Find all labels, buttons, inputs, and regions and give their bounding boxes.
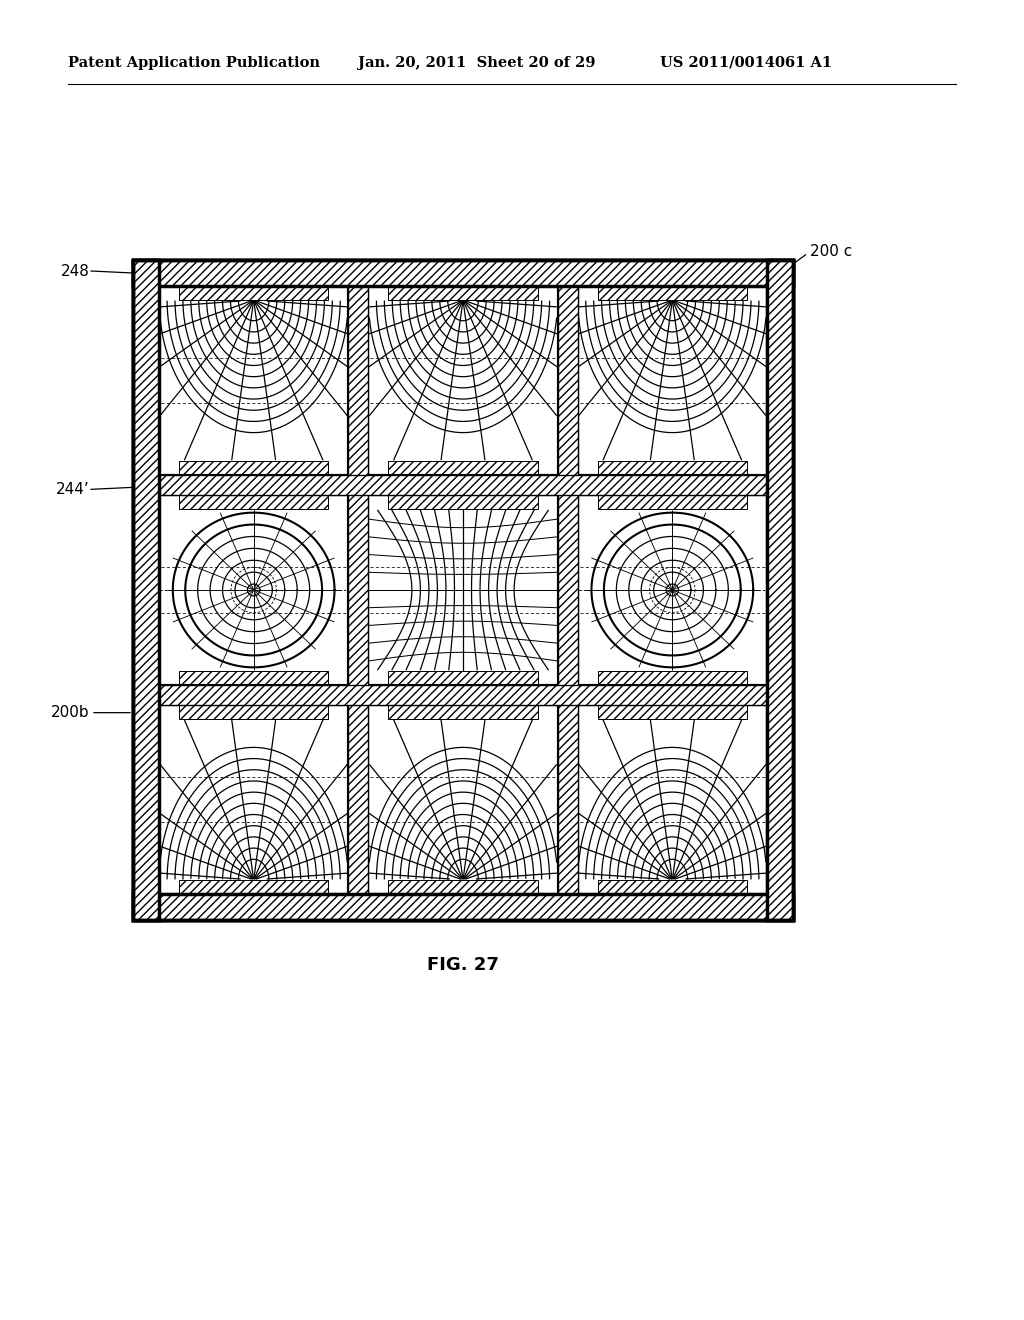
Bar bbox=[598, 461, 746, 475]
Bar bbox=[558, 286, 578, 894]
Bar bbox=[578, 495, 767, 685]
Bar bbox=[578, 705, 767, 894]
Bar bbox=[598, 705, 746, 718]
Bar bbox=[159, 705, 348, 894]
Bar bbox=[578, 495, 767, 685]
Bar bbox=[348, 286, 369, 894]
Bar bbox=[369, 705, 558, 894]
Bar bbox=[159, 495, 348, 685]
Bar bbox=[388, 705, 538, 718]
Bar bbox=[133, 260, 793, 286]
Bar bbox=[369, 286, 558, 475]
Bar bbox=[369, 495, 558, 685]
Bar bbox=[179, 286, 329, 300]
Bar bbox=[369, 286, 558, 475]
Bar bbox=[179, 495, 329, 510]
Bar bbox=[598, 286, 746, 300]
Bar bbox=[767, 260, 793, 920]
Bar bbox=[159, 286, 348, 475]
Bar bbox=[133, 894, 793, 920]
Bar bbox=[388, 286, 538, 300]
Bar bbox=[133, 260, 793, 920]
Text: Patent Application Publication: Patent Application Publication bbox=[68, 55, 319, 70]
Bar bbox=[179, 705, 329, 718]
Bar bbox=[767, 260, 793, 920]
Text: 244’: 244’ bbox=[56, 482, 90, 496]
Bar bbox=[159, 685, 767, 705]
Bar bbox=[133, 894, 793, 920]
Bar bbox=[133, 260, 159, 920]
Text: FIG. 27: FIG. 27 bbox=[427, 956, 499, 974]
Bar bbox=[133, 260, 793, 920]
Bar bbox=[388, 880, 538, 894]
Bar bbox=[369, 495, 558, 685]
Bar bbox=[578, 705, 767, 894]
Bar bbox=[388, 495, 538, 510]
Bar bbox=[159, 286, 348, 475]
Text: 200 c: 200 c bbox=[810, 244, 852, 260]
Bar bbox=[179, 671, 329, 685]
Bar bbox=[578, 286, 767, 475]
Bar bbox=[369, 705, 558, 894]
Bar bbox=[598, 495, 746, 510]
Text: 200b: 200b bbox=[51, 705, 90, 721]
Bar bbox=[598, 880, 746, 894]
Bar bbox=[159, 705, 348, 894]
Text: Jan. 20, 2011  Sheet 20 of 29: Jan. 20, 2011 Sheet 20 of 29 bbox=[358, 55, 596, 70]
Bar bbox=[133, 260, 159, 920]
Bar bbox=[388, 671, 538, 685]
Bar bbox=[159, 495, 348, 685]
Text: 248: 248 bbox=[61, 264, 90, 279]
Bar bbox=[578, 286, 767, 475]
Bar bbox=[133, 260, 793, 286]
Text: US 2011/0014061 A1: US 2011/0014061 A1 bbox=[660, 55, 833, 70]
Bar bbox=[159, 475, 767, 495]
Bar bbox=[598, 671, 746, 685]
Bar bbox=[388, 461, 538, 475]
Bar bbox=[179, 880, 329, 894]
Bar bbox=[179, 461, 329, 475]
